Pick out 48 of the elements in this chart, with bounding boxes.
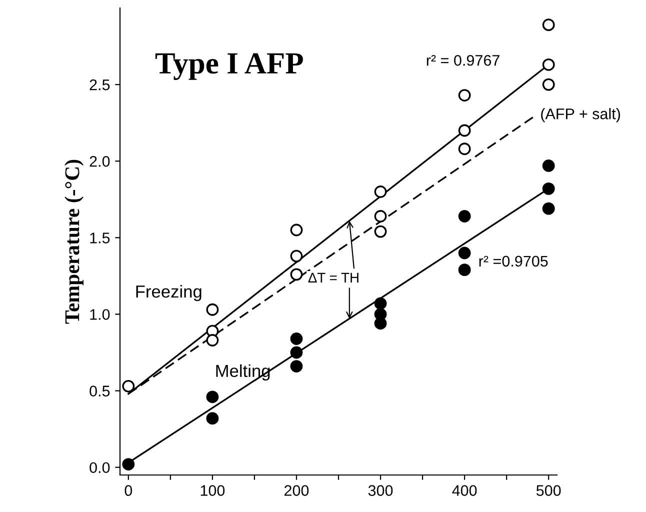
y-tick-label: 0.5 xyxy=(90,386,110,396)
point xyxy=(458,89,471,102)
x-tick-label: 500 xyxy=(536,485,561,496)
y-tick-label: 1.5 xyxy=(90,232,110,244)
point xyxy=(206,390,219,404)
y-axis-title: Temperature (-°C) xyxy=(64,160,84,324)
point xyxy=(458,124,471,137)
point xyxy=(122,380,135,392)
x-tick-label: 400 xyxy=(452,485,477,496)
x-tick-label: 200 xyxy=(284,485,309,496)
y-tick-label: 2.5 xyxy=(90,79,110,90)
point xyxy=(542,58,555,71)
x-tick-label: 0 xyxy=(124,485,132,496)
point xyxy=(206,334,219,346)
y-tick-label: 0.0 xyxy=(90,462,110,474)
point xyxy=(290,346,303,359)
y-tick-label: 2.0 xyxy=(90,156,110,167)
point xyxy=(542,159,555,172)
x-tick-label: 100 xyxy=(200,485,225,496)
point xyxy=(458,142,471,156)
point xyxy=(290,332,303,345)
point xyxy=(458,264,471,276)
annotation: ΔT = TH xyxy=(308,272,358,282)
point xyxy=(542,182,555,195)
y-tick-label: 1.0 xyxy=(90,309,110,320)
annotation: r² =0.9705 xyxy=(479,256,548,267)
point xyxy=(458,210,471,222)
point xyxy=(206,303,219,316)
point xyxy=(290,250,303,262)
point xyxy=(374,186,387,198)
point xyxy=(290,268,303,281)
point xyxy=(542,18,555,32)
point xyxy=(206,412,219,425)
point xyxy=(542,78,555,91)
point xyxy=(122,458,135,470)
annotation: r² = 0.9767 xyxy=(426,54,500,66)
point xyxy=(290,224,303,236)
point xyxy=(374,225,387,238)
text: Type I AFP xyxy=(155,53,303,80)
point xyxy=(458,246,471,260)
point xyxy=(374,317,387,330)
point xyxy=(374,297,387,310)
series-label: Freezing xyxy=(136,284,202,302)
point xyxy=(290,360,303,373)
annotation: (AFP + salt) xyxy=(541,108,620,122)
x-tick-label: 300 xyxy=(368,485,393,496)
point xyxy=(542,202,555,215)
point xyxy=(374,210,387,222)
